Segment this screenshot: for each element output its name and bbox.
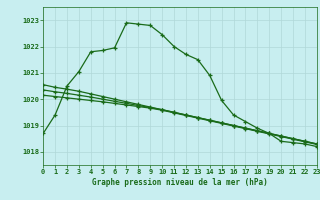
- X-axis label: Graphe pression niveau de la mer (hPa): Graphe pression niveau de la mer (hPa): [92, 178, 268, 187]
